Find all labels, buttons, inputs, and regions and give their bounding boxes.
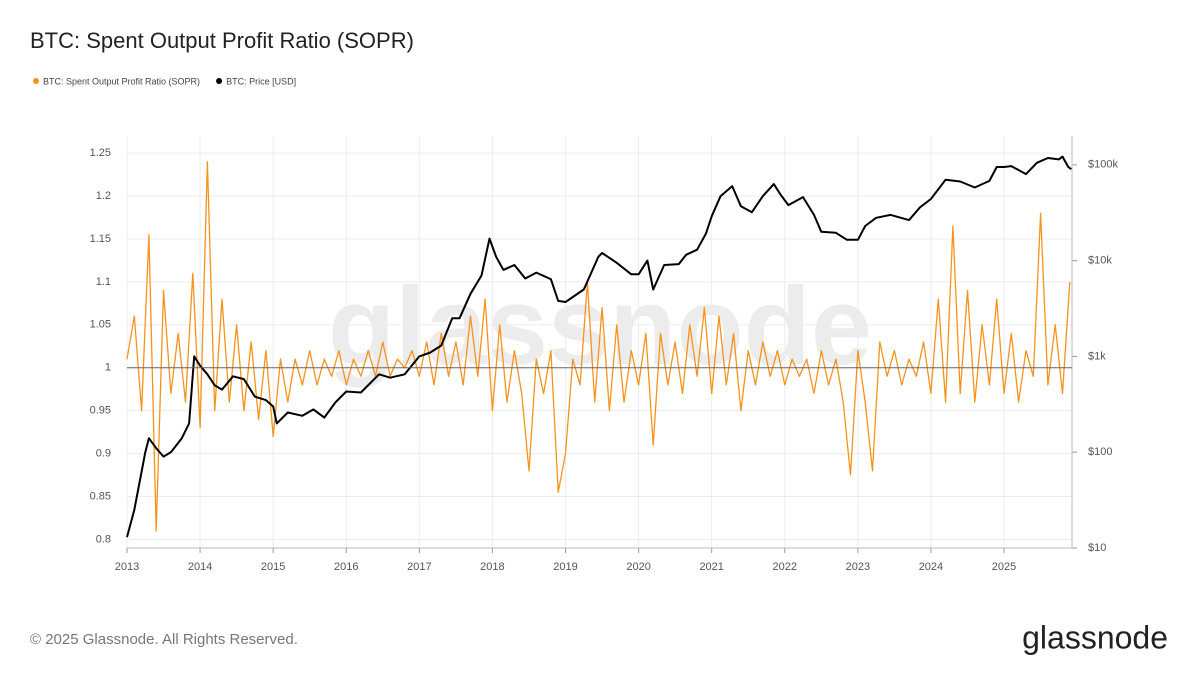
x-tick-label: 2023 [846,561,870,573]
y-tick-label: 1.2 [96,190,111,202]
y2-tick-label: $10 [1088,542,1106,554]
y-tick-label: 0.8 [96,533,111,545]
y-tick-label: 1.15 [90,233,111,245]
x-tick-label: 2024 [919,561,943,573]
x-tick-label: 2021 [699,561,723,573]
y-tick-label: 1.05 [90,319,111,331]
y-tick-label: 0.9 [96,447,111,459]
y-tick-label: 0.95 [90,405,111,417]
legend-label: BTC: Price [USD] [226,76,296,86]
y2-tick-label: $1k [1088,350,1106,362]
legend-swatch [33,78,39,84]
logo: glassnode [1022,619,1168,655]
y2-tick-label: $100k [1088,159,1118,171]
y-tick-label: 1.25 [90,147,111,159]
x-tick-label: 2016 [334,561,358,573]
series-line [126,155,1072,538]
x-tick-label: 2020 [626,561,650,573]
x-tick-label: 2014 [188,561,212,573]
y2-tick-label: $10k [1088,255,1112,267]
x-tick-label: 2025 [992,561,1016,573]
copyright: © 2025 Glassnode. All Rights Reserved. [30,631,298,648]
legend-swatch [216,78,223,84]
y2-tick-label: $100 [1088,446,1112,458]
chart-title: BTC: Spent Output Profit Ratio (SOPR) [30,28,414,53]
x-tick-label: 2019 [553,561,577,573]
legend-label: BTC: Spent Output Profit Ratio (SOPR) [43,76,200,86]
y-tick-label: 0.85 [90,490,111,502]
y-tick-label: 1.1 [96,276,111,288]
x-tick-label: 2013 [115,561,139,573]
x-tick-label: 2015 [261,561,285,573]
x-tick-label: 2017 [407,561,431,573]
x-tick-label: 2022 [773,561,797,573]
y-tick-label: 1 [105,362,111,374]
x-tick-label: 2018 [480,561,504,573]
